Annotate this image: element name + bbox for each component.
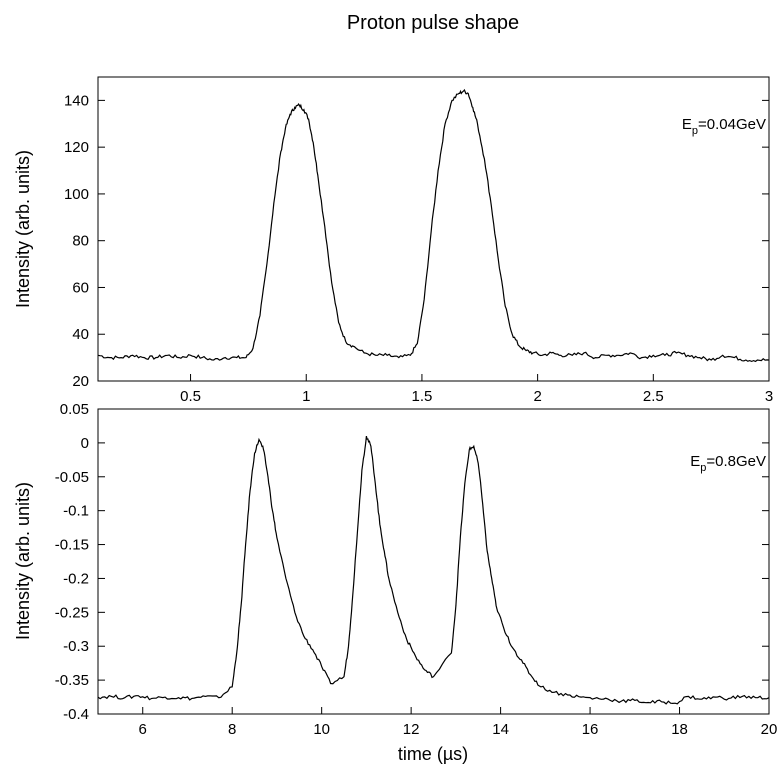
bottom-x-tick-label: 16 [582, 721, 599, 738]
bottom-x-tick-label: 20 [761, 721, 778, 738]
top-x-tick-label: 0.5 [180, 388, 201, 405]
bottom-series-line [97, 435, 770, 705]
top-x-tick-label: 3 [765, 388, 773, 405]
bottom-y-tick-label: 0 [81, 435, 89, 452]
bottom-panel: 6 8 10 12 14 16 18 20 -0.4 -0.35 -0.3 -0.25 -0.2 -0.1… [13, 401, 777, 764]
bottom-x-tick-label: 6 [139, 721, 147, 738]
top-axis-ticks: 0.5 1 1.5 2 2.5 3 20 40 60 80 100 120 140 [64, 92, 773, 405]
top-x-tick-label: 1 [302, 388, 310, 405]
top-energy-annotation: Ep=0.04GeV [682, 116, 766, 137]
bottom-x-axis-label: time (µs) [398, 744, 468, 764]
top-y-tick-label: 80 [72, 233, 89, 250]
bottom-energy-annotation: Ep=0.8GeV [690, 453, 766, 474]
top-panel: 0.5 1 1.5 2 2.5 3 20 40 60 80 100 120 140 Intensity … [13, 76, 773, 405]
bottom-y-tick-label: 0.05 [60, 401, 89, 418]
bottom-y-tick-label: -0.15 [55, 537, 89, 554]
bottom-axis-ticks: 6 8 10 12 14 16 18 20 -0.4 -0.35 -0.3 -0.25 -0.2 -0.1… [55, 401, 778, 738]
top-x-tick-label: 2.5 [643, 388, 664, 405]
figure-title: Proton pulse shape [347, 12, 519, 34]
top-x-tick-label: 2 [533, 388, 541, 405]
top-series-line [97, 88, 770, 363]
bottom-x-tick-label: 12 [403, 721, 420, 738]
bottom-y-tick-label: -0.25 [55, 604, 89, 621]
bottom-y-tick-label: -0.3 [63, 638, 89, 655]
top-x-tick-label: 1.5 [412, 388, 433, 405]
bottom-y-tick-label: -0.05 [55, 469, 89, 486]
bottom-x-tick-label: 8 [228, 721, 236, 738]
bottom-y-tick-label: -0.2 [63, 570, 89, 587]
top-y-axis-label: Intensity (arb. units) [13, 150, 33, 308]
bottom-x-tick-label: 14 [492, 721, 509, 738]
top-y-tick-label: 40 [72, 326, 89, 343]
bottom-x-tick-label: 18 [671, 721, 688, 738]
top-y-tick-label: 60 [72, 279, 89, 296]
bottom-y-axis-label: Intensity (arb. units) [13, 482, 33, 640]
bottom-y-tick-label: -0.35 [55, 672, 89, 689]
bottom-x-tick-label: 10 [313, 721, 330, 738]
bottom-plot-frame [97, 408, 770, 715]
bottom-y-tick-label: -0.1 [63, 503, 89, 520]
top-y-tick-label: 120 [64, 139, 89, 156]
top-y-tick-label: 140 [64, 92, 89, 109]
top-y-tick-label: 20 [72, 373, 89, 390]
bottom-y-tick-label: -0.4 [63, 706, 89, 723]
top-plot-frame [97, 76, 770, 382]
top-y-tick-label: 100 [64, 186, 89, 203]
